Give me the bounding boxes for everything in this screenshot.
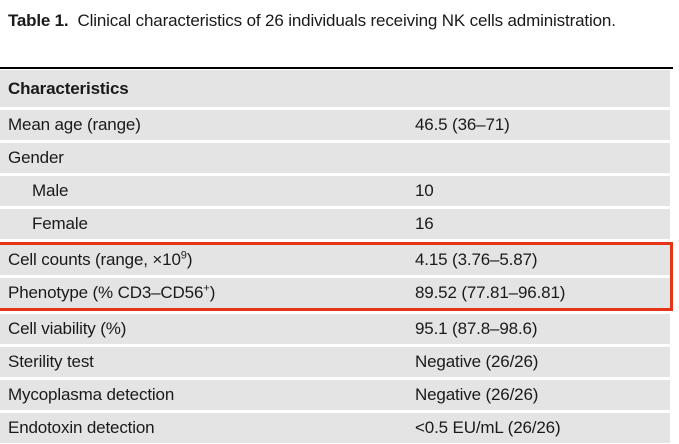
row-value: 4.15 (3.76–5.87) (415, 250, 538, 269)
row-value: 10 (415, 181, 434, 200)
row-value: 89.52 (77.81–96.81) (415, 283, 566, 302)
table-row: Phenotype (% CD3–CD56+) 89.52 (77.81–96.8… (0, 278, 670, 308)
table-row: Male 10 (0, 176, 670, 206)
table-row: Gender (0, 143, 670, 173)
table-row: Cell viability (%) 95.1 (87.8–98.6) (0, 314, 670, 344)
table-row: Cell counts (range, ×109) 4.15 (3.76–5.87… (0, 245, 670, 275)
red-highlight-annotation-box: Cell counts (range, ×109) 4.15 (3.76–5.87… (0, 242, 673, 311)
row-label: Mean age (range) (8, 115, 141, 134)
table-title: Table 1. Clinical characteristics of 26 i… (8, 8, 658, 33)
column-header-characteristics: Characteristics (8, 79, 129, 98)
table-row: Female 16 (0, 209, 670, 239)
table-number-label: Table 1. (8, 11, 69, 30)
table-row: Sterility test Negative (26/26) (0, 347, 670, 377)
column-header-value-spacer (415, 70, 670, 107)
row-label: Female (32, 214, 88, 233)
row-label: Sterility test (8, 352, 94, 371)
table-rows-bottom-section: Cell viability (%) 95.1 (87.8–98.6) Steril… (0, 314, 670, 443)
row-value: 16 (415, 214, 434, 233)
clinical-characteristics-table: Characteristics Mean age (range) 46.5 (36… (0, 67, 673, 443)
row-value (415, 143, 670, 173)
row-value: Negative (26/26) (415, 352, 539, 371)
row-label: Phenotype (% CD3–CD56+) (8, 282, 216, 302)
paper-table-figure: Table 1. Clinical characteristics of 26 i… (0, 8, 679, 444)
row-label: Cell counts (range, ×109) (8, 249, 193, 269)
row-label: Male (32, 181, 69, 200)
row-label: Gender (8, 148, 64, 167)
table-row: Endotoxin detection <0.5 EU/mL (26/26) (0, 413, 670, 443)
row-label: Cell viability (%) (8, 319, 127, 338)
row-label: Mycoplasma detection (8, 385, 175, 404)
table-header-row: Characteristics (0, 70, 670, 107)
row-value: 46.5 (36–71) (415, 115, 510, 134)
table-row: Mycoplasma detection Negative (26/26) (0, 380, 670, 410)
table-top-rule (0, 67, 673, 69)
table-caption: Clinical characteristics of 26 individua… (77, 11, 616, 30)
row-value: <0.5 EU/mL (26/26) (415, 418, 561, 437)
row-value: 95.1 (87.8–98.6) (415, 319, 538, 338)
table-rows-top-section: Mean age (range) 46.5 (36–71) Gender Male 10… (0, 110, 670, 239)
row-value: Negative (26/26) (415, 385, 539, 404)
row-label: Endotoxin detection (8, 418, 155, 437)
table-row: Mean age (range) 46.5 (36–71) (0, 110, 670, 140)
